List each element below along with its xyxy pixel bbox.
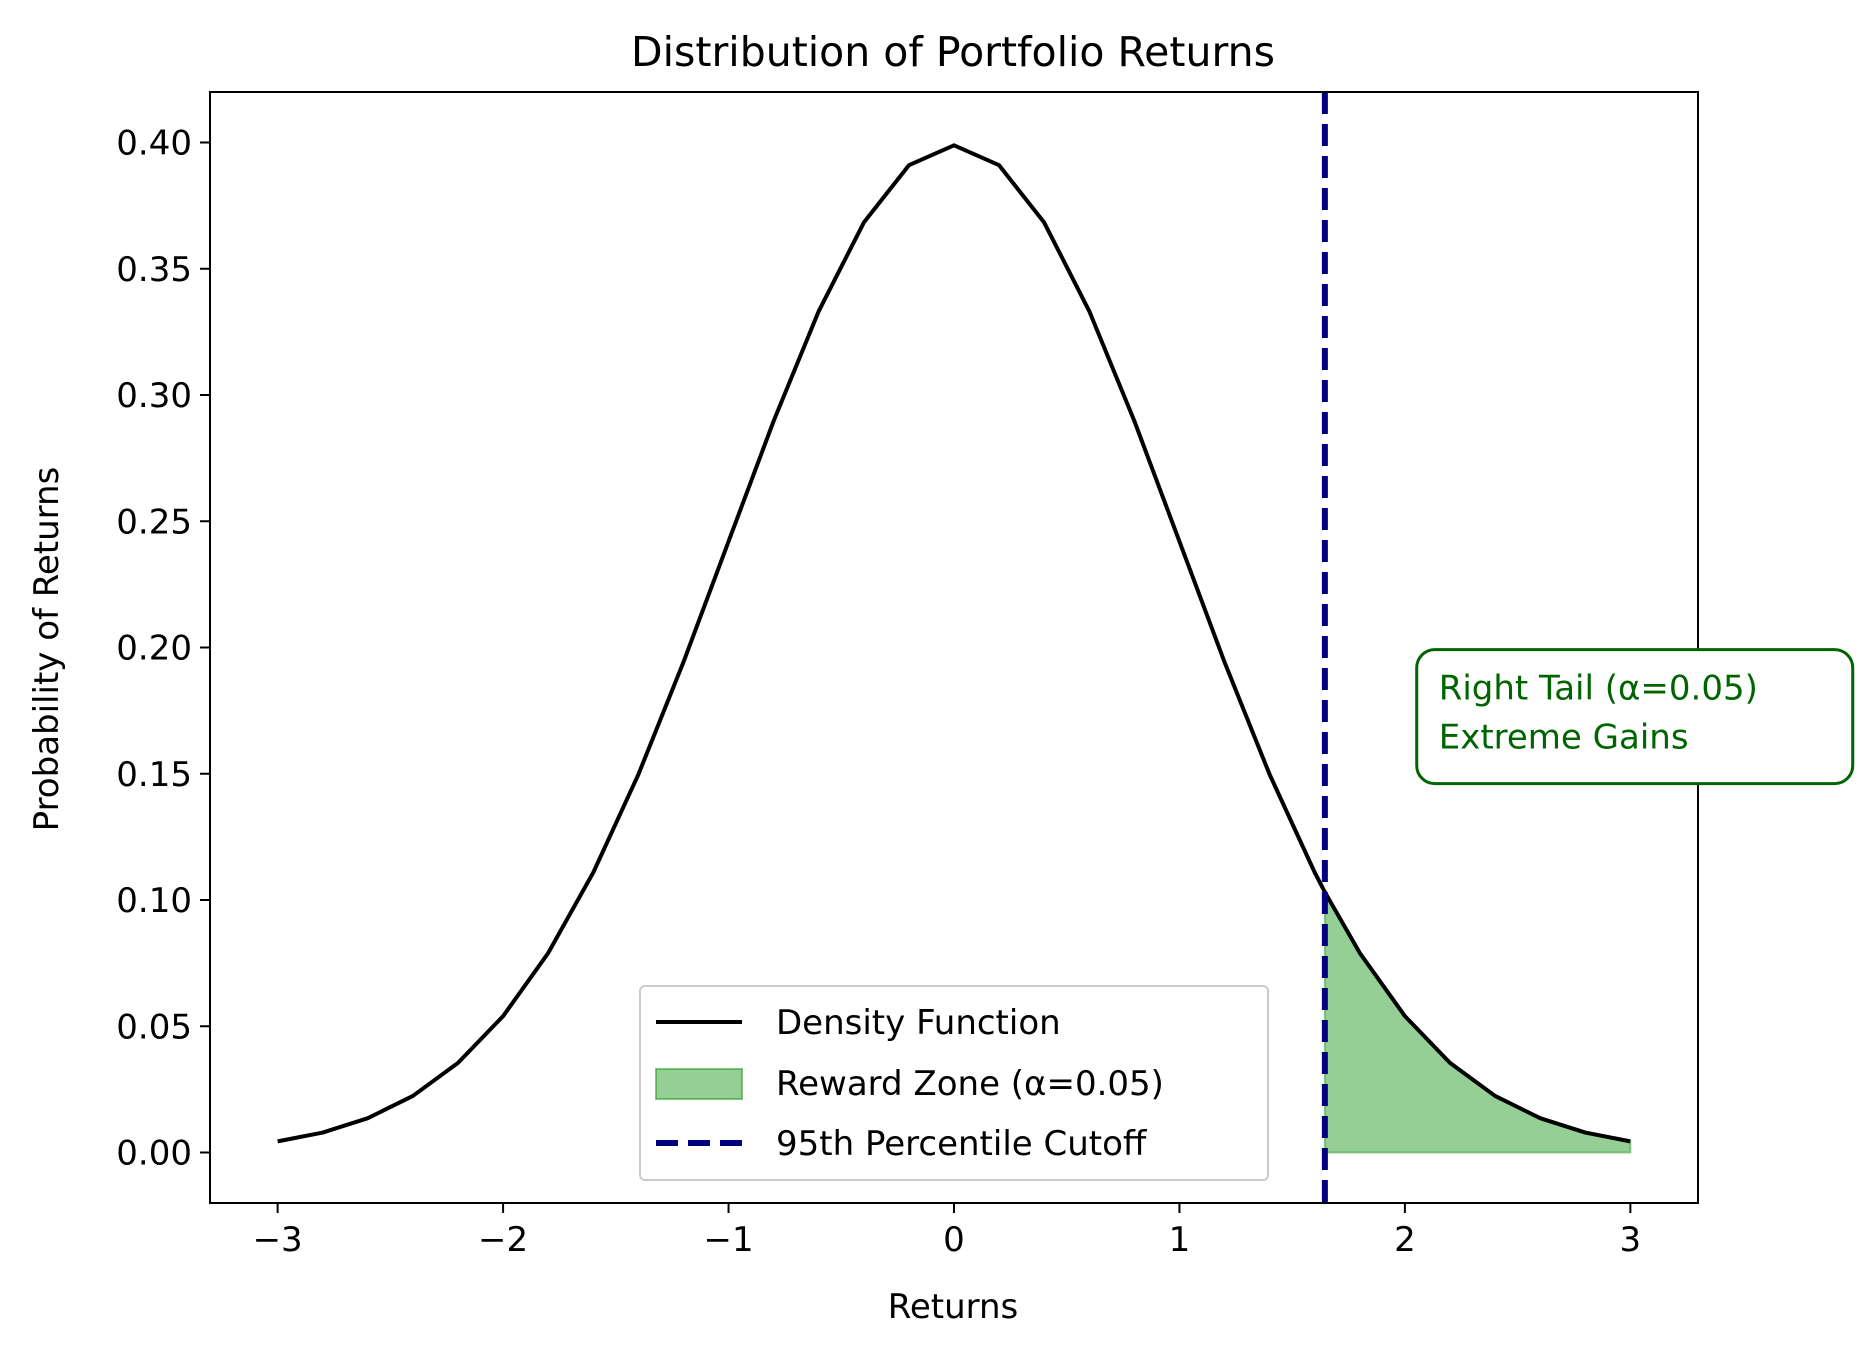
y-tick-label: 0.25 (116, 502, 192, 542)
y-tick-label: 0.35 (116, 250, 192, 290)
x-axis-label: Returns (888, 1287, 1019, 1327)
x-tick-label: 0 (943, 1220, 965, 1260)
x-tick-label: −1 (703, 1220, 753, 1260)
y-axis: 0.00 0.05 0.10 0.15 0.20 0.25 0.30 0.35 0.40 (116, 124, 210, 1174)
legend: Density Function Reward Zone (α=0.05) 95th… (639, 985, 1269, 1181)
y-tick-label: 0.15 (116, 755, 192, 795)
annotation-line: Right Tail (α=0.05) (1439, 669, 1758, 709)
x-tick-label: −3 (253, 1220, 303, 1260)
legend-label: Density Function (776, 1003, 1061, 1043)
density-line (277, 143, 1631, 1144)
y-tick-label: 0.20 (116, 629, 192, 669)
y-tick-label: 0.40 (116, 124, 192, 164)
y-tick-label: 0.00 (116, 1134, 192, 1174)
legend-swatch-reward (655, 1068, 743, 1100)
x-tick-label: 2 (1394, 1220, 1416, 1260)
legend-label: 95th Percentile Cutoff (776, 1124, 1148, 1164)
plot-area (277, 92, 1632, 1203)
legend-label: Reward Zone (α=0.05) (776, 1064, 1164, 1104)
x-tick-label: 3 (1620, 1220, 1642, 1260)
chart-title: Distribution of Portfolio Returns (631, 28, 1275, 76)
annotation-box: Right Tail (α=0.05) Extreme Gains (1415, 648, 1855, 786)
x-tick-label: 1 (1169, 1220, 1191, 1260)
legend-box (639, 985, 1269, 1181)
annotation-frame (1415, 648, 1855, 786)
y-tick-label: 0.10 (116, 881, 192, 921)
reward-zone-fill (1323, 888, 1632, 1154)
x-tick-label: −2 (478, 1220, 528, 1260)
annotation-line: Extreme Gains (1439, 718, 1689, 758)
y-axis-label: Probability of Returns (27, 467, 67, 832)
y-tick-label: 0.30 (116, 376, 192, 416)
y-tick-label: 0.05 (116, 1007, 192, 1047)
x-axis: −3 −2 −1 0 1 2 3 (253, 1203, 1642, 1260)
